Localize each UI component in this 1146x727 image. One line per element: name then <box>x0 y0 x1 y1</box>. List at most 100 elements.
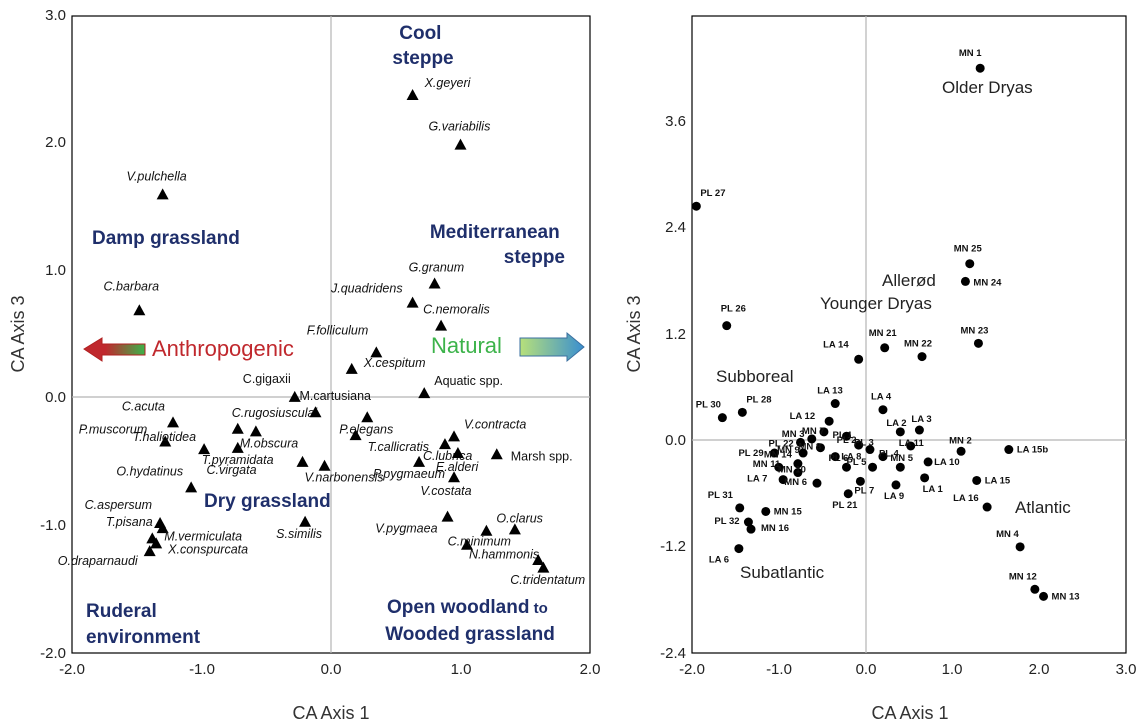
right-y-tick: 1.2 <box>665 326 686 343</box>
left-x-tick: -2.0 <box>59 661 85 678</box>
species-label-c-aspersum: C.aspersum <box>85 498 152 512</box>
species-label-j-quadridens: J.quadridens <box>330 282 403 296</box>
species-label-e-alderi: E.alderi <box>436 460 480 474</box>
sample-marker <box>855 476 865 486</box>
species-marker <box>231 441 244 453</box>
species-label-o-clarus: O.clarus <box>496 512 543 526</box>
right-x-tick: 3.0 <box>1116 661 1137 678</box>
sample-marker <box>796 437 805 447</box>
sample-marker <box>830 452 840 462</box>
sample-label-pl-4: PL 4 <box>879 449 900 460</box>
right-x-tick: 0.0 <box>856 661 877 678</box>
sample-label-la-13: LA 13 <box>817 386 843 397</box>
sample-label-mn-2: MN 2 <box>949 435 972 446</box>
species-label-g-granum: G.granum <box>409 261 465 275</box>
sample-label-mn-9: MN 9 <box>777 445 800 456</box>
right-y-tick: 3.6 <box>665 113 686 130</box>
species-label-p-pygmaeum: P.pygmaeum <box>373 467 445 481</box>
species-marker <box>231 422 244 434</box>
sample-marker <box>914 425 924 435</box>
left-chart: -2.0 -1.0 0.0 1.0 2.0 -2.0 -1.0 0.0 1.0 … <box>8 7 600 723</box>
species-label-p-muscorum: P.muscorum <box>79 423 148 437</box>
sample-marker <box>812 478 822 488</box>
species-label-m-vermiculata: M.vermiculata <box>164 529 242 543</box>
region-woodland-line: Wooded grassland <box>385 624 555 645</box>
species-marker <box>249 425 262 437</box>
sample-label-mn-7: MN 7 <box>802 426 825 437</box>
sample-marker <box>778 475 788 485</box>
sample-marker <box>793 468 803 478</box>
species-marker <box>448 471 461 483</box>
sample-marker <box>761 506 771 516</box>
sample-marker <box>737 407 747 417</box>
species-marker <box>143 545 156 557</box>
right-y-ticks: -2.4 -1.2 0.0 1.2 2.4 3.6 <box>660 113 686 662</box>
sample-marker <box>878 405 888 415</box>
left-y-tick: 2.0 <box>45 134 66 151</box>
sample-label-pl-6: PL 6 <box>829 453 849 464</box>
species-marker <box>156 522 169 534</box>
sample-marker <box>972 475 982 485</box>
sample-marker <box>982 502 992 512</box>
species-label-v-pygmaea: V.pygmaea <box>375 522 437 536</box>
sample-marker <box>842 462 852 472</box>
sample-label-pl-27: PL 27 <box>700 188 725 199</box>
species-marker <box>413 455 426 467</box>
species-marker <box>406 88 419 100</box>
sample-label-pl-22: PL 22 <box>769 438 794 449</box>
species-marker <box>537 561 550 573</box>
sample-marker <box>965 259 975 269</box>
sample-marker <box>819 427 829 437</box>
species-label-t-haliotidea: T.haliotidea <box>133 430 197 444</box>
sample-marker <box>865 445 875 455</box>
sample-marker <box>917 352 927 362</box>
anthropogenic-arrow <box>83 337 146 362</box>
species-marker <box>185 481 198 493</box>
species-label-c-acuta: C.acuta <box>122 399 165 413</box>
sample-label-la-12: LA 12 <box>790 411 816 422</box>
sample-label-mn-10: MN 10 <box>778 465 806 476</box>
sample-marker <box>973 338 983 348</box>
species-marker <box>309 406 322 418</box>
left-x-tick: -1.0 <box>189 661 215 678</box>
sample-label-la-1: LA 1 <box>923 484 944 495</box>
species-label-p-elegans: P.elegans <box>339 422 393 436</box>
sample-label-mn-14: MN 14 <box>764 450 793 461</box>
sample-label-mn-5: MN 5 <box>890 453 913 464</box>
species-label-c-nemoralis: C.nemoralis <box>423 303 490 317</box>
sample-label-mn-8: MN 8 <box>798 442 821 453</box>
right-y-tick: 2.4 <box>665 219 686 236</box>
sample-label-la-10: LA 10 <box>934 457 960 468</box>
species-marker <box>490 448 503 460</box>
sample-label-mn-11: MN 11 <box>753 459 781 470</box>
species-label-o-draparnaudi: O.draparnaudi <box>58 554 139 568</box>
species-marker <box>296 455 309 467</box>
sample-label-pl-31: PL 31 <box>708 490 734 501</box>
species-label-x-geyeri: X.geyeri <box>424 76 472 90</box>
left-y-tick: 0.0 <box>45 389 66 406</box>
species-label-v-pulchella: V.pulchella <box>127 169 187 183</box>
sample-marker <box>1030 584 1040 594</box>
region-open-woodland: Open woodland to Wooded grassland <box>385 597 555 645</box>
species-marker <box>448 430 461 442</box>
species-label-marsh-spp: Marsh spp. <box>511 449 573 463</box>
sample-label-mn-23: MN 23 <box>960 325 988 336</box>
left-y-tick: 1.0 <box>45 262 66 279</box>
sample-label-pl-32: PL 32 <box>714 516 739 527</box>
right-y-tick: 0.0 <box>665 432 686 449</box>
left-x-ticks: -2.0 -1.0 0.0 1.0 2.0 <box>59 661 600 678</box>
species-marker <box>133 304 146 316</box>
sample-label-mn-3: MN 3 <box>782 429 805 440</box>
sample-label-pl-21: PL 21 <box>832 500 858 511</box>
period-allerod: Allerød <box>882 271 936 290</box>
sample-marker <box>923 457 933 467</box>
right-x-tick: -1.0 <box>766 661 792 678</box>
species-marker <box>361 411 374 423</box>
left-marks: X.geyeri G.variabilis V.pulchella C.barbara… <box>58 76 585 587</box>
species-marker <box>428 277 441 289</box>
species-marker <box>349 429 362 441</box>
species-marker <box>454 138 467 150</box>
species-marker <box>288 390 301 402</box>
period-atlantic: Atlantic <box>1015 498 1071 517</box>
sample-label-la-6: LA 6 <box>709 555 729 566</box>
